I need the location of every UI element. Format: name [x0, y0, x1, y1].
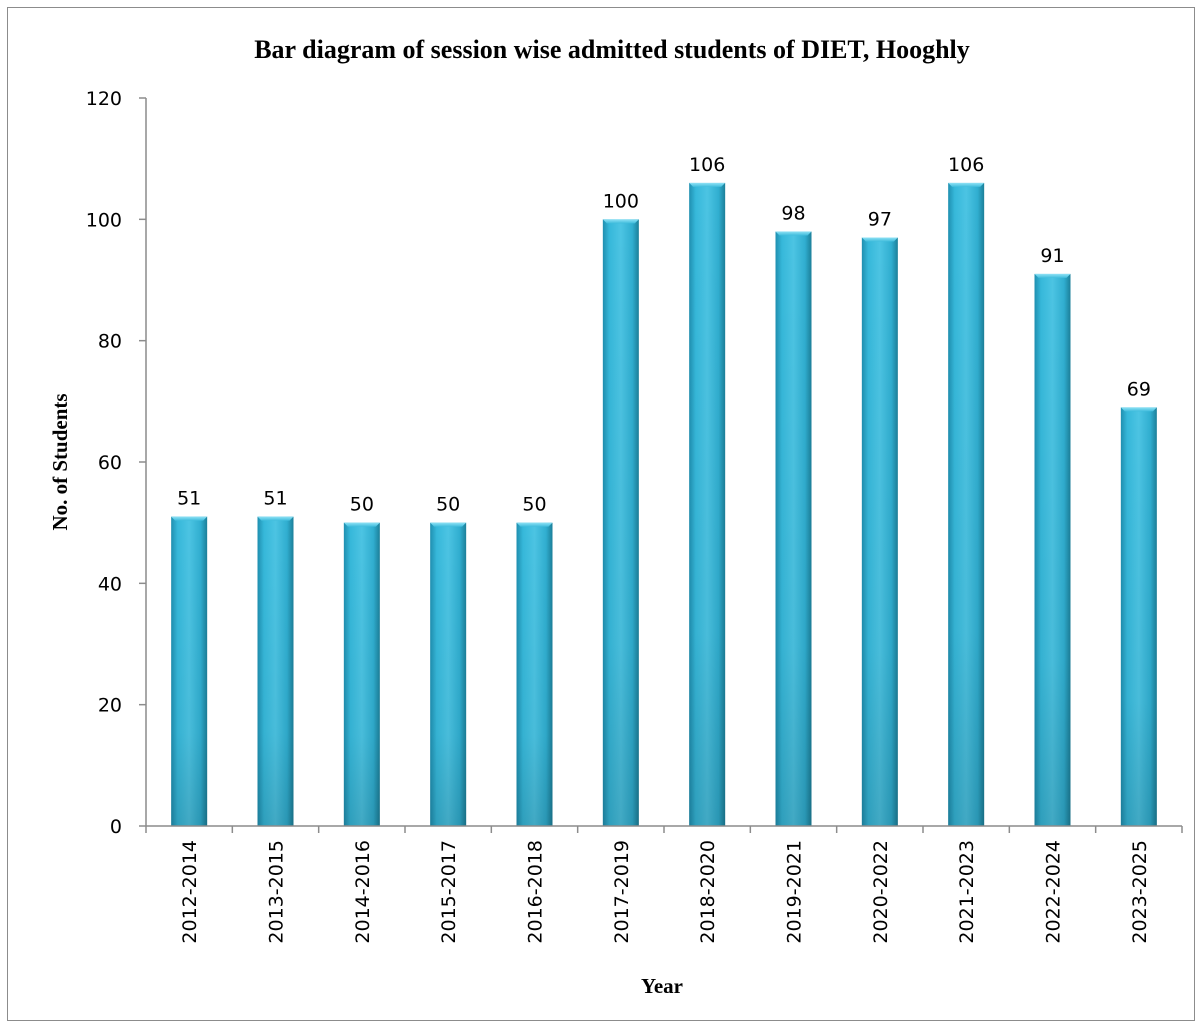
bar-shade: [171, 516, 208, 826]
bar-cap: [1034, 273, 1071, 278]
x-tick-label: 2014-2016: [352, 840, 374, 944]
chart-frame: [7, 7, 1195, 1021]
bar: [775, 231, 812, 826]
bars-group: [171, 182, 1157, 827]
y-tick-label: 20: [98, 695, 122, 717]
y-tick-label: 60: [98, 452, 122, 474]
bar: [689, 182, 726, 826]
bar-shade: [602, 219, 639, 827]
y-tick-label: 120: [86, 88, 122, 110]
bar: [430, 522, 467, 826]
bar-shade: [343, 522, 380, 826]
bar: [1034, 273, 1071, 826]
bar-cap: [1120, 407, 1157, 412]
bar-cap: [171, 516, 208, 521]
y-axis-ticks: 0 20 40 60 80 100 120: [86, 88, 146, 838]
bar-shade: [689, 182, 726, 826]
data-label: 106: [948, 154, 984, 176]
y-tick-label: 0: [110, 816, 122, 838]
bar-cap: [861, 237, 898, 242]
bar-shade: [1120, 407, 1157, 826]
bar-shade: [775, 231, 812, 826]
bar: [257, 516, 294, 826]
data-label: 50: [522, 494, 546, 516]
data-label: 91: [1040, 245, 1064, 267]
bar: [948, 182, 985, 826]
data-label: 51: [263, 488, 287, 510]
x-tick-label: 2020-2022: [870, 840, 892, 944]
bar-cap: [343, 522, 380, 527]
data-label: 106: [689, 154, 725, 176]
bar-shade: [430, 522, 467, 826]
bar-shade: [516, 522, 553, 826]
y-axis-title: No. of Students: [48, 393, 72, 530]
bar-cap: [948, 182, 985, 187]
x-tick-label: 2015-2017: [438, 840, 460, 944]
bar: [516, 522, 553, 826]
bar-cap: [689, 182, 726, 187]
x-axis-ticks: 2012-2014 2013-2015 2014-2016 2015-2017 2016…: [145, 826, 1183, 944]
x-tick-label: 2018-2020: [697, 840, 719, 944]
chart-title: Bar diagram of session wise admitted stu…: [254, 35, 970, 64]
bar-cap: [430, 522, 467, 527]
data-label: 50: [350, 494, 374, 516]
x-tick-label: 2012-2014: [179, 840, 201, 944]
bar: [343, 522, 380, 826]
bar-shade: [257, 516, 294, 826]
y-tick-label: 80: [98, 331, 122, 353]
data-label: 69: [1127, 378, 1151, 400]
bar-shade: [1034, 273, 1071, 826]
data-labels-group: 51 51 50 50 50 100 106 98 97 106 91 69: [177, 154, 1151, 516]
bar-cap: [775, 231, 812, 236]
data-label: 98: [781, 202, 805, 224]
x-tick-label: 2016-2018: [525, 840, 547, 944]
bar: [861, 237, 898, 827]
bar-cap: [602, 219, 639, 224]
x-tick-label: 2017-2019: [611, 840, 633, 944]
x-tick-label: 2022-2024: [1043, 840, 1065, 944]
y-tick-label: 40: [98, 573, 122, 595]
y-tick-label: 100: [86, 209, 122, 231]
data-label: 51: [177, 488, 201, 510]
data-label: 97: [868, 209, 892, 231]
x-axis-title: Year: [641, 974, 683, 998]
bar: [171, 516, 208, 826]
x-tick-label: 2013-2015: [266, 840, 288, 944]
x-tick-label: 2019-2021: [784, 840, 806, 944]
bar-cap: [257, 516, 294, 521]
x-tick-label: 2023-2025: [1129, 840, 1151, 944]
bar: [1120, 407, 1157, 826]
data-label: 50: [436, 494, 460, 516]
bar-shade: [861, 237, 898, 827]
x-tick-label: 2021-2023: [956, 840, 978, 944]
bar-shade: [948, 182, 985, 826]
bar: [602, 219, 639, 827]
data-label: 100: [603, 190, 639, 212]
bar-cap: [516, 522, 553, 527]
